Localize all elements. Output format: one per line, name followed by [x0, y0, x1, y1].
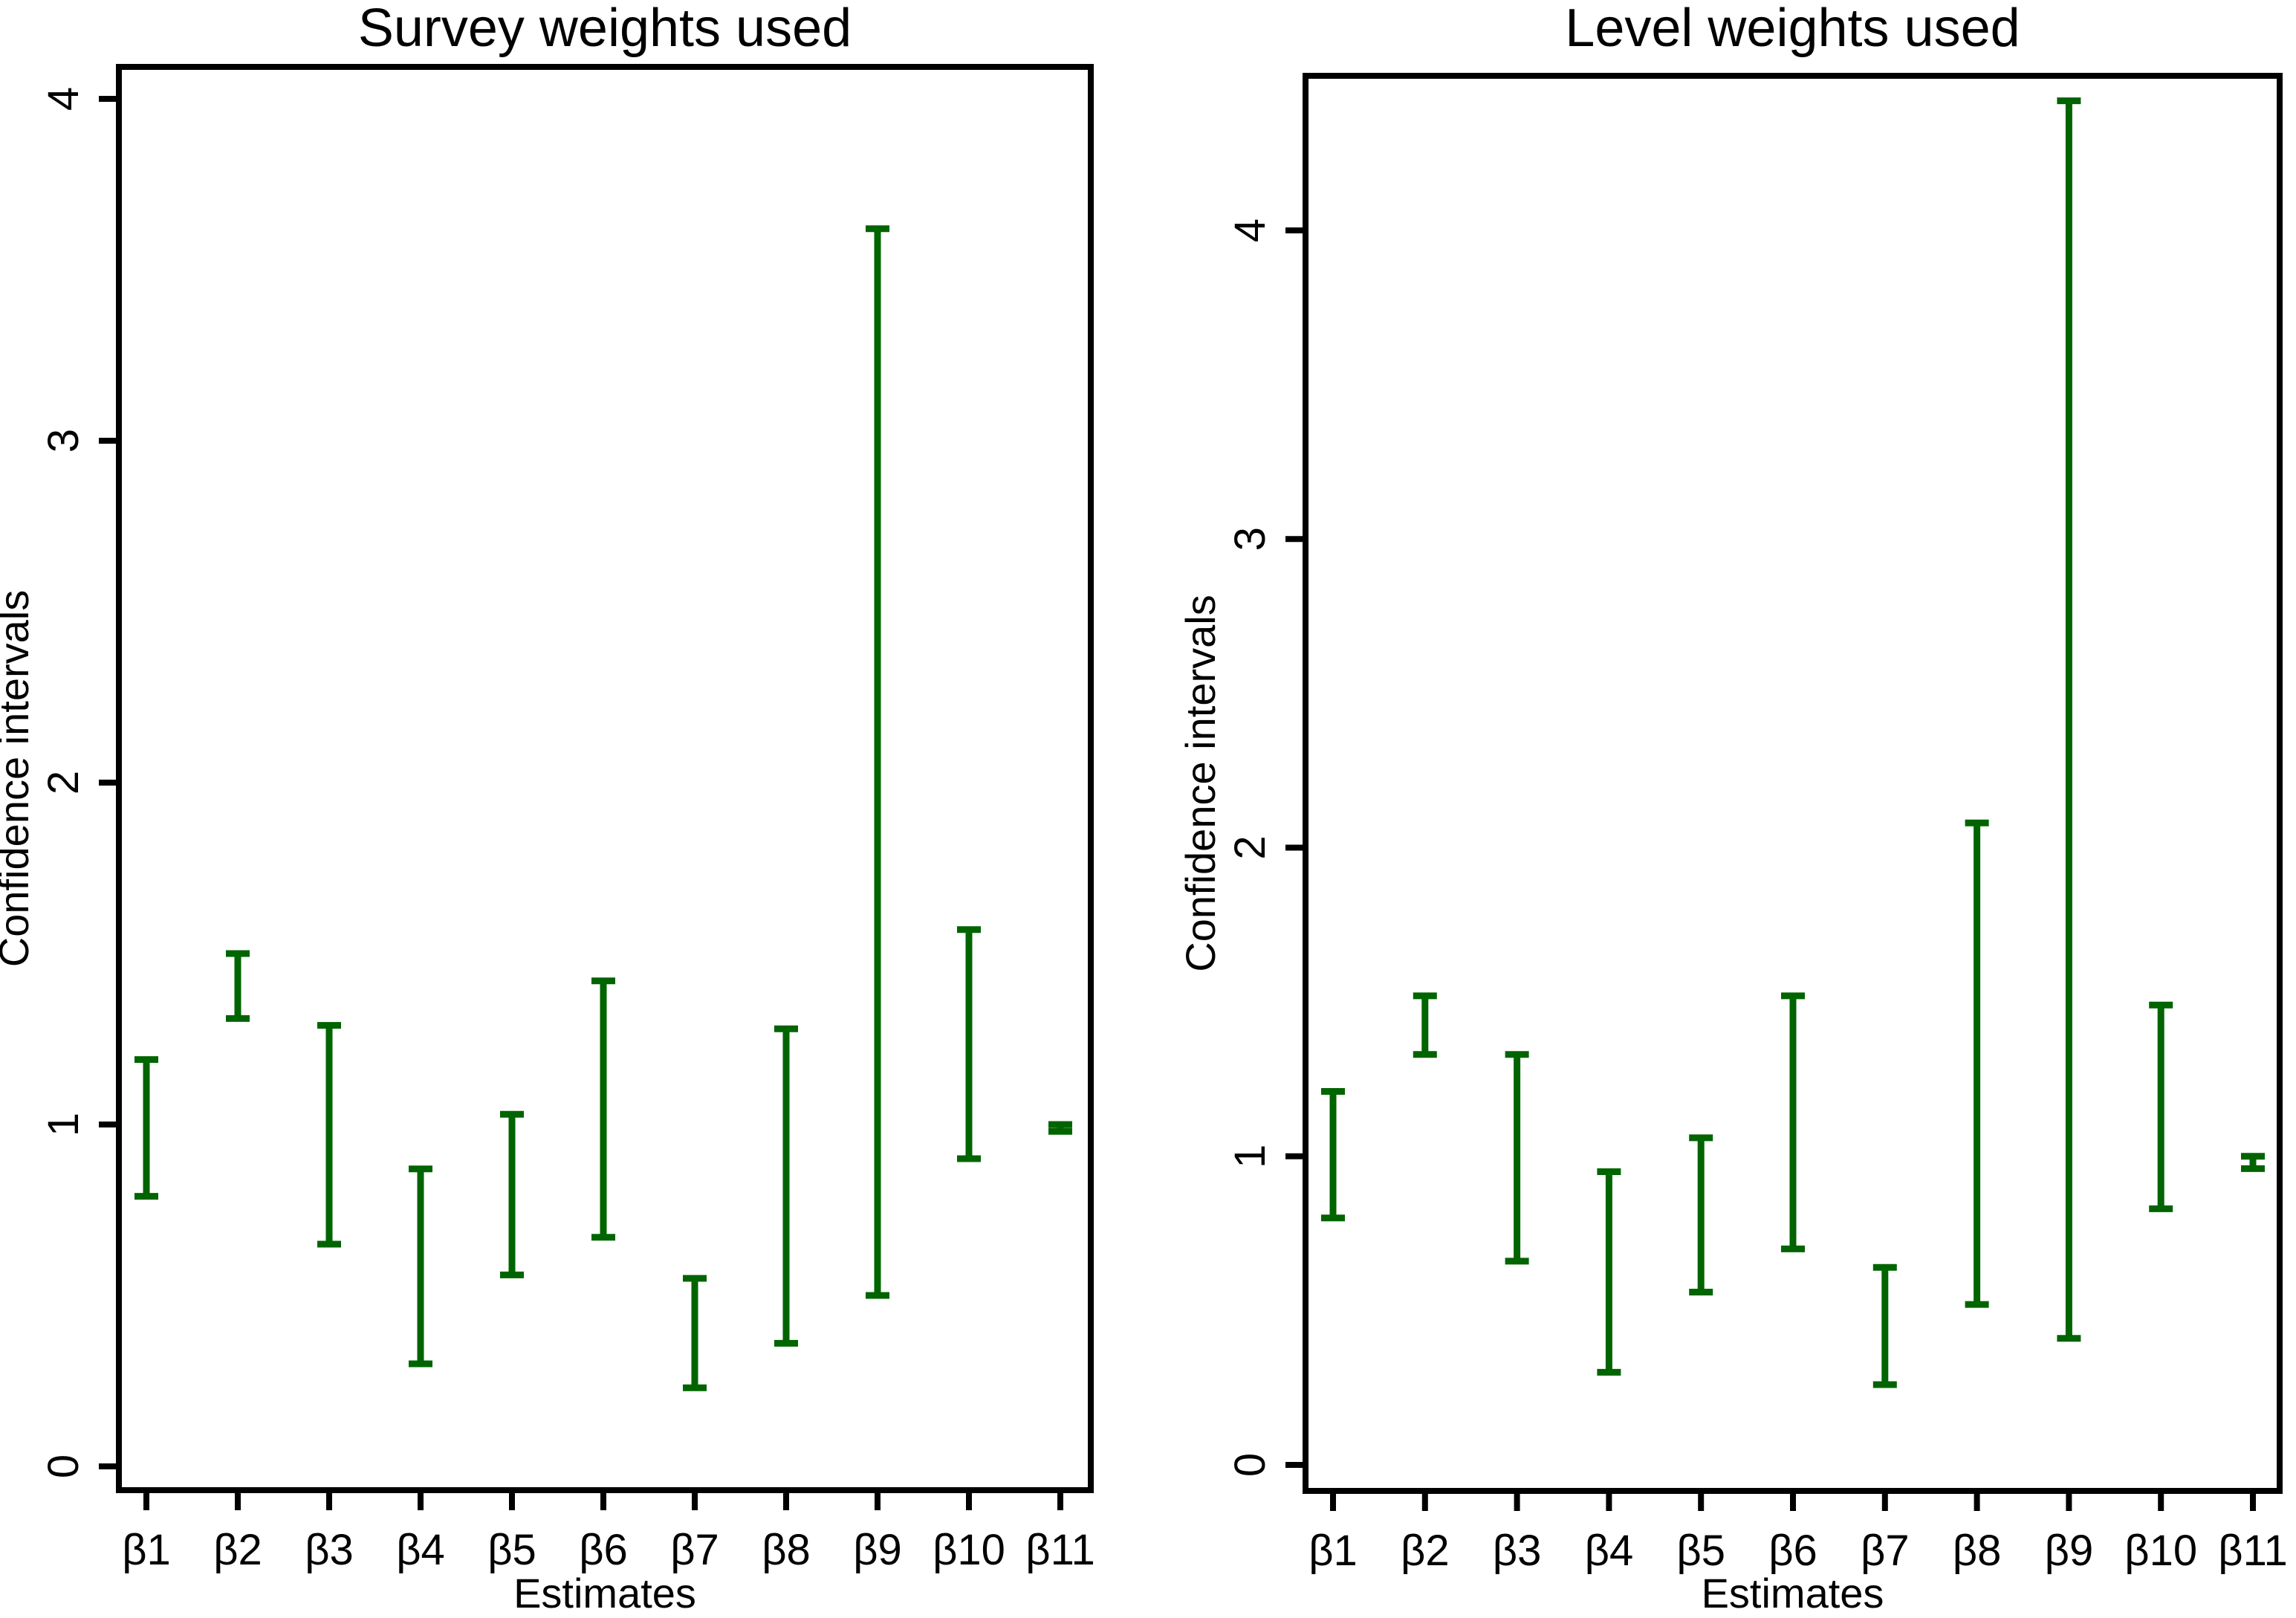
ci-bar	[2057, 97, 2081, 1342]
x-axis-label: Estimates	[1702, 1570, 1884, 1617]
ci-bar	[2241, 1153, 2265, 1172]
chart-title: Level weights used	[1565, 0, 2020, 58]
y-tick-label: 3	[1226, 527, 1274, 551]
x-tick-label: β11	[1025, 1526, 1095, 1574]
x-tick-label: β3	[305, 1526, 354, 1574]
x-tick-label: β9	[853, 1526, 902, 1574]
ci-bar	[2149, 1001, 2173, 1212]
panel-1: Survey weights used 0 1 2 3 4 Confidence inter…	[0, 0, 1095, 1617]
x-tick-label: β4	[396, 1526, 445, 1574]
x-tick-label: β10	[933, 1526, 1005, 1574]
y-tick-label: 2	[1226, 835, 1274, 859]
y-tick-label: 1	[1226, 1145, 1274, 1168]
x-tick-label: β8	[1953, 1527, 2002, 1575]
ci-bar	[1689, 1134, 1713, 1295]
x-tick-label: β10	[2124, 1527, 2197, 1575]
x-tick-label: β6	[1768, 1527, 1817, 1575]
ci-bar	[1965, 819, 1989, 1308]
ci-bar	[409, 1165, 432, 1368]
ci-bar	[1413, 992, 1437, 1058]
x-tick-label: β11	[2218, 1527, 2288, 1575]
y-tick-label: 0	[1226, 1453, 1274, 1477]
panel-2: Level weights used 0 1 2 3 4 Confidence interv…	[1177, 0, 2288, 1617]
x-tick-label: β8	[762, 1526, 811, 1574]
y-tick-label: 2	[39, 771, 88, 795]
ci-bar	[134, 1056, 158, 1200]
ci-bar	[591, 977, 615, 1241]
x-tick-label: β4	[1585, 1527, 1634, 1575]
plot-border	[1303, 73, 2283, 1494]
ci-bar	[226, 950, 250, 1022]
y-tick-label: 0	[39, 1454, 88, 1478]
ci-bar	[317, 1022, 341, 1248]
plot-border	[116, 64, 1094, 1493]
x-tick-label: β2	[213, 1526, 262, 1574]
y-tick-label: 4	[39, 87, 88, 111]
x-axis-label: Estimates	[513, 1570, 696, 1617]
x-tick-label: β6	[579, 1526, 628, 1574]
y-tick-label: 3	[39, 429, 88, 453]
x-tick-label: β1	[122, 1526, 171, 1574]
ci-bar	[1872, 1263, 1897, 1388]
ci-bar	[1321, 1088, 1345, 1222]
x-tick-label: β9	[2045, 1527, 2094, 1575]
ci-bar	[957, 926, 981, 1162]
ci-bar	[683, 1275, 707, 1391]
y-tick-label: 4	[1226, 219, 1274, 242]
ci-bar	[1048, 1121, 1072, 1135]
y-tick-label: 1	[39, 1113, 88, 1136]
ci-bar	[866, 225, 889, 1299]
ci-bar	[1781, 992, 1805, 1252]
ci-bar	[1597, 1168, 1621, 1376]
ci-bar	[500, 1110, 524, 1278]
x-tick-label: β7	[1861, 1527, 1910, 1575]
x-tick-label: β5	[487, 1526, 536, 1574]
y-axis-label: Confidence intervals	[1177, 595, 1224, 971]
ci-bar	[774, 1025, 798, 1347]
y-axis-label: Confidence intervals	[0, 590, 37, 967]
x-tick-label: β5	[1676, 1527, 1725, 1575]
x-tick-label: β1	[1308, 1527, 1358, 1575]
chart-title: Survey weights used	[358, 0, 852, 58]
x-tick-label: β2	[1401, 1527, 1450, 1575]
x-tick-label: β3	[1493, 1527, 1542, 1575]
ci-bar	[1505, 1051, 1529, 1265]
x-tick-label: β7	[670, 1526, 719, 1574]
